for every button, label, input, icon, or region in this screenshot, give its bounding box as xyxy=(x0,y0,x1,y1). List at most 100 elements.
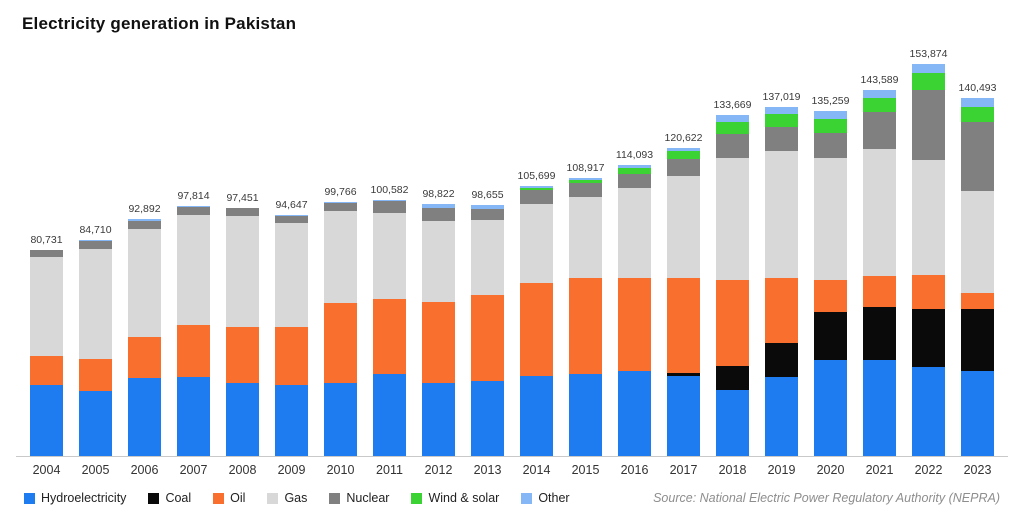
bar-segment-hydroelectricity xyxy=(667,375,700,456)
bar-segment-other xyxy=(373,199,406,202)
bar-segment-gas xyxy=(961,190,994,293)
bar-segment-other xyxy=(79,240,112,242)
bar-segment-oil xyxy=(569,277,602,375)
total-label: 99,766 xyxy=(324,185,357,198)
bar-group-2017: 120,622 xyxy=(659,132,708,456)
bar-segment-nuclear xyxy=(618,174,651,189)
total-label: 120,622 xyxy=(664,132,703,145)
bar-stack xyxy=(912,63,945,456)
bar-segment-other xyxy=(961,97,994,107)
chart-title: Electricity generation in Pakistan xyxy=(22,14,297,33)
bar-stack xyxy=(373,199,406,456)
bar-stack xyxy=(177,206,210,456)
x-axis-label: 2016 xyxy=(620,463,649,477)
source-text: Source: National Electric Power Regulato… xyxy=(653,491,1000,505)
bar-segment-other xyxy=(814,111,847,120)
bar-stack xyxy=(30,250,63,456)
bar-stack xyxy=(961,97,994,456)
bar-segment-gas xyxy=(177,214,210,325)
bar-segment-oil xyxy=(520,282,553,376)
bar-segment-other xyxy=(520,186,553,189)
bar-segment-coal xyxy=(863,306,896,361)
bar-stack xyxy=(128,219,161,456)
years-row: 2004 2005 2006 2007 2008 2009 2010 2011 2012 2013… xyxy=(16,463,1008,477)
bar-segment-nuclear xyxy=(520,190,553,204)
x-axis-label: 2009 xyxy=(277,463,306,477)
bar-segment-oil xyxy=(863,276,896,307)
bar-segment-gas xyxy=(667,175,700,278)
total-label: 143,589 xyxy=(860,73,899,86)
legend-swatch-nuclear xyxy=(329,492,341,504)
bar-segment-other xyxy=(275,214,308,216)
x-axis-label: 2023 xyxy=(963,463,992,477)
legend-item-coal: Coal xyxy=(148,491,191,505)
total-label: 133,669 xyxy=(713,99,752,112)
bar-group-2019: 137,019 xyxy=(757,91,806,456)
bar-segment-other xyxy=(912,63,945,74)
bar-segment-other xyxy=(618,165,651,168)
bar-segment-nuclear xyxy=(863,111,896,149)
bar-segment-wind-solar xyxy=(618,167,651,175)
bar-segment-hydroelectricity xyxy=(961,370,994,456)
bar-segment-wind-solar xyxy=(667,151,700,159)
x-axis-label: 2021 xyxy=(865,463,894,477)
bar-segment-gas xyxy=(912,160,945,275)
bar-stack xyxy=(226,207,259,456)
bar-segment-nuclear xyxy=(471,208,504,221)
bar-group-2013: 98,655 xyxy=(463,189,512,456)
x-axis-label: 2005 xyxy=(81,463,110,477)
bar-segment-gas xyxy=(471,220,504,296)
bar-segment-gas xyxy=(814,157,847,281)
legend-swatch-other xyxy=(521,492,533,504)
bar-segment-other xyxy=(863,89,896,98)
bar-group-2012: 98,822 xyxy=(414,188,463,456)
bar-segment-nuclear xyxy=(324,202,357,212)
bar-segment-hydroelectricity xyxy=(716,389,749,456)
bar-segment-oil xyxy=(177,324,210,377)
bar-group-2018: 133,669 xyxy=(708,99,757,456)
x-axis-label: 2020 xyxy=(816,463,845,477)
x-axis-label: 2014 xyxy=(522,463,551,477)
x-axis-label: 2006 xyxy=(130,463,159,477)
bar-segment-oil xyxy=(422,301,455,384)
bar-segment-other xyxy=(716,115,749,123)
x-axis-label: 2010 xyxy=(326,463,355,477)
bar-segment-gas xyxy=(373,212,406,300)
bar-group-2011: 100,582 xyxy=(365,184,414,456)
bar-segment-other xyxy=(422,204,455,208)
legend-swatch-oil xyxy=(213,492,225,504)
legend-item-oil: Oil xyxy=(213,491,245,505)
x-axis-label: 2011 xyxy=(376,463,403,477)
x-axis-label: 2017 xyxy=(669,463,698,477)
legend-item-wind-solar: Wind & solar xyxy=(411,491,499,505)
bar-stack xyxy=(422,204,455,456)
bar-segment-hydroelectricity xyxy=(79,390,112,456)
x-axis-label: 2019 xyxy=(767,463,796,477)
bar-segment-gas xyxy=(618,188,651,278)
bar-segment-wind-solar xyxy=(569,179,602,184)
bar-stack xyxy=(863,89,896,456)
bar-segment-wind-solar xyxy=(716,122,749,134)
bar-group-2021: 143,589 xyxy=(855,74,904,456)
bar-segment-coal xyxy=(961,309,994,371)
bar-segment-nuclear xyxy=(30,250,63,257)
legend-label: Coal xyxy=(165,491,192,505)
x-axis-label: 2022 xyxy=(914,463,943,477)
bar-group-2010: 99,766 xyxy=(316,186,365,456)
bar-segment-nuclear xyxy=(79,241,112,249)
bar-segment-hydroelectricity xyxy=(569,374,602,456)
x-axis-label: 2004 xyxy=(32,463,61,477)
bar-segment-hydroelectricity xyxy=(863,360,896,456)
bar-segment-wind-solar xyxy=(961,106,994,122)
bar-segment-gas xyxy=(716,157,749,281)
legend-item-gas: Gas xyxy=(267,491,307,505)
bar-stack xyxy=(569,178,602,456)
bar-segment-nuclear xyxy=(569,183,602,198)
bar-group-2004: 80,731 xyxy=(22,234,71,456)
total-label: 92,892 xyxy=(128,203,161,216)
bar-stack xyxy=(765,106,798,456)
legend-item-nuclear: Nuclear xyxy=(329,491,389,505)
bar-segment-gas xyxy=(226,216,259,328)
x-axis-label: 2012 xyxy=(424,463,453,477)
bar-group-2009: 94,647 xyxy=(267,199,316,456)
